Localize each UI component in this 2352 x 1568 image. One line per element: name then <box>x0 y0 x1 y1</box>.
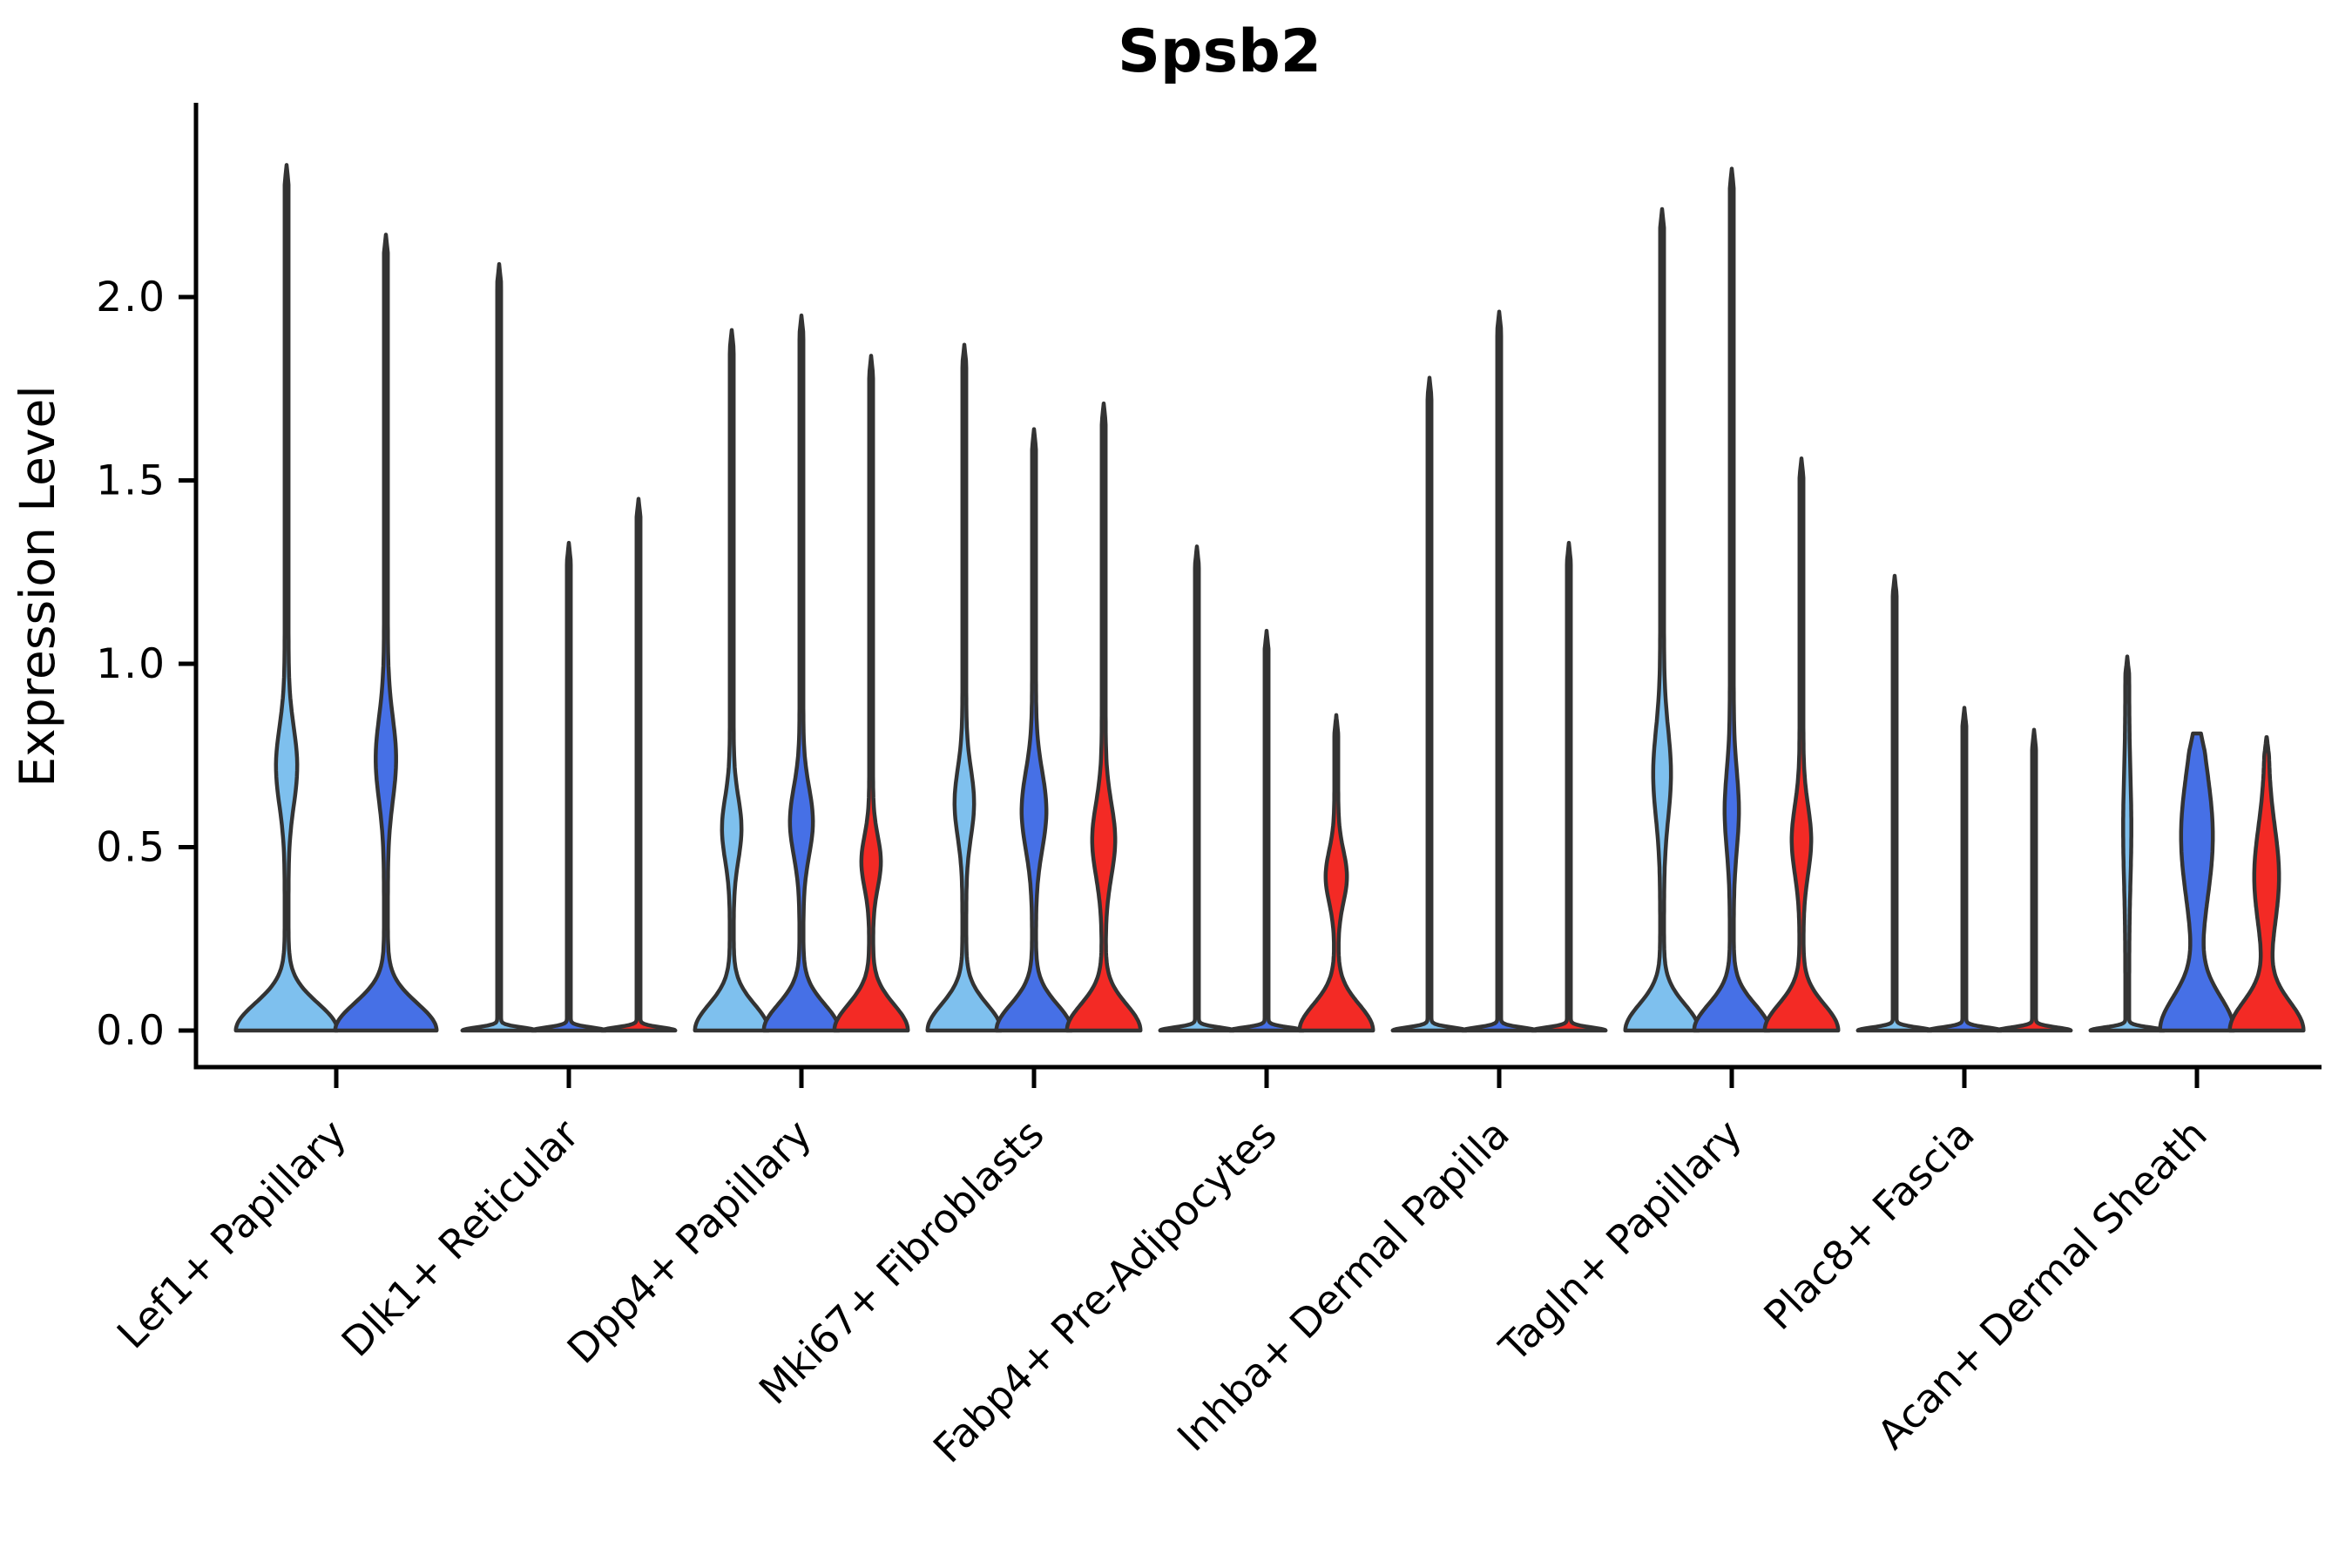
x-tick-label-dlk1-reticular: Dlk1+ Reticular <box>333 1111 588 1366</box>
violin-dpp4-papillary-split-3 <box>832 354 910 1033</box>
y-tick-label: 2.0 <box>96 274 166 321</box>
violin-mki67-fibroblasts-split-1 <box>925 342 1004 1033</box>
violin-dlk1-reticular-split-2 <box>530 540 608 1033</box>
violin-lef1-papillary-split-2 <box>333 233 439 1033</box>
violins-layer <box>233 163 2306 1033</box>
violin-tagln-papillary-split-3 <box>1762 456 1841 1033</box>
y-tick-label: 1.0 <box>96 640 166 688</box>
violin-mki67-fibroblasts-split-3 <box>1064 401 1143 1033</box>
violin-inhba-dermal-papilla-split-3 <box>1530 540 1608 1033</box>
violin-plac8-fascia-split-3 <box>1995 727 2073 1033</box>
violin-dlk1-reticular-split-3 <box>599 497 678 1033</box>
violin-acan-dermal-sheath-split-3 <box>2227 734 2306 1033</box>
violin-dpp4-papillary-split-2 <box>761 313 841 1033</box>
y-axis-label: Expression Level <box>10 385 65 787</box>
violin-plac8-fascia-split-2 <box>1925 706 2004 1033</box>
y-tick-label: 0.5 <box>96 824 166 872</box>
violin-fabp4-pre-adipocytes-split-3 <box>1297 713 1375 1033</box>
violin-inhba-dermal-papilla-split-1 <box>1390 375 1469 1033</box>
violin-inhba-dermal-papilla-split-2 <box>1460 309 1538 1033</box>
violin-acan-dermal-sheath-split-1 <box>2088 654 2166 1033</box>
violin-lef1-papillary-split-1 <box>233 163 340 1033</box>
y-tick-label: 1.5 <box>96 457 166 505</box>
y-tick-label: 0.0 <box>96 1007 166 1055</box>
violin-tagln-papillary-split-2 <box>1692 166 1772 1033</box>
x-tick-label-dpp4-papillary: Dpp4+ Papillary <box>558 1111 821 1373</box>
chart-title: Spsb2 <box>1118 17 1321 86</box>
violin-tagln-papillary-split-1 <box>1623 206 1701 1033</box>
violin-acan-dermal-sheath-split-2 <box>2158 731 2236 1033</box>
x-tick-label-plac8-fascia: Plac8+ Fascia <box>1754 1111 1983 1339</box>
violin-plac8-fascia-split-1 <box>1855 573 1934 1033</box>
x-tick-label-lef1-papillary: Lef1+ Papillary <box>108 1111 355 1358</box>
violin-dpp4-papillary-split-1 <box>693 328 771 1033</box>
axes-layer <box>193 103 2322 1070</box>
y-tick-labels: 0.0 0.5 1.0 1.5 2.0 <box>96 274 196 1055</box>
x-tick-label-tagln-papillary: Tagln+ Papillary <box>1490 1111 1751 1372</box>
violin-fabp4-pre-adipocytes-split-2 <box>1227 628 1306 1033</box>
violin-dlk1-reticular-split-1 <box>460 261 538 1033</box>
violin-fabp4-pre-adipocytes-split-1 <box>1158 544 1236 1033</box>
violin-mki67-fibroblasts-split-2 <box>994 427 1074 1033</box>
